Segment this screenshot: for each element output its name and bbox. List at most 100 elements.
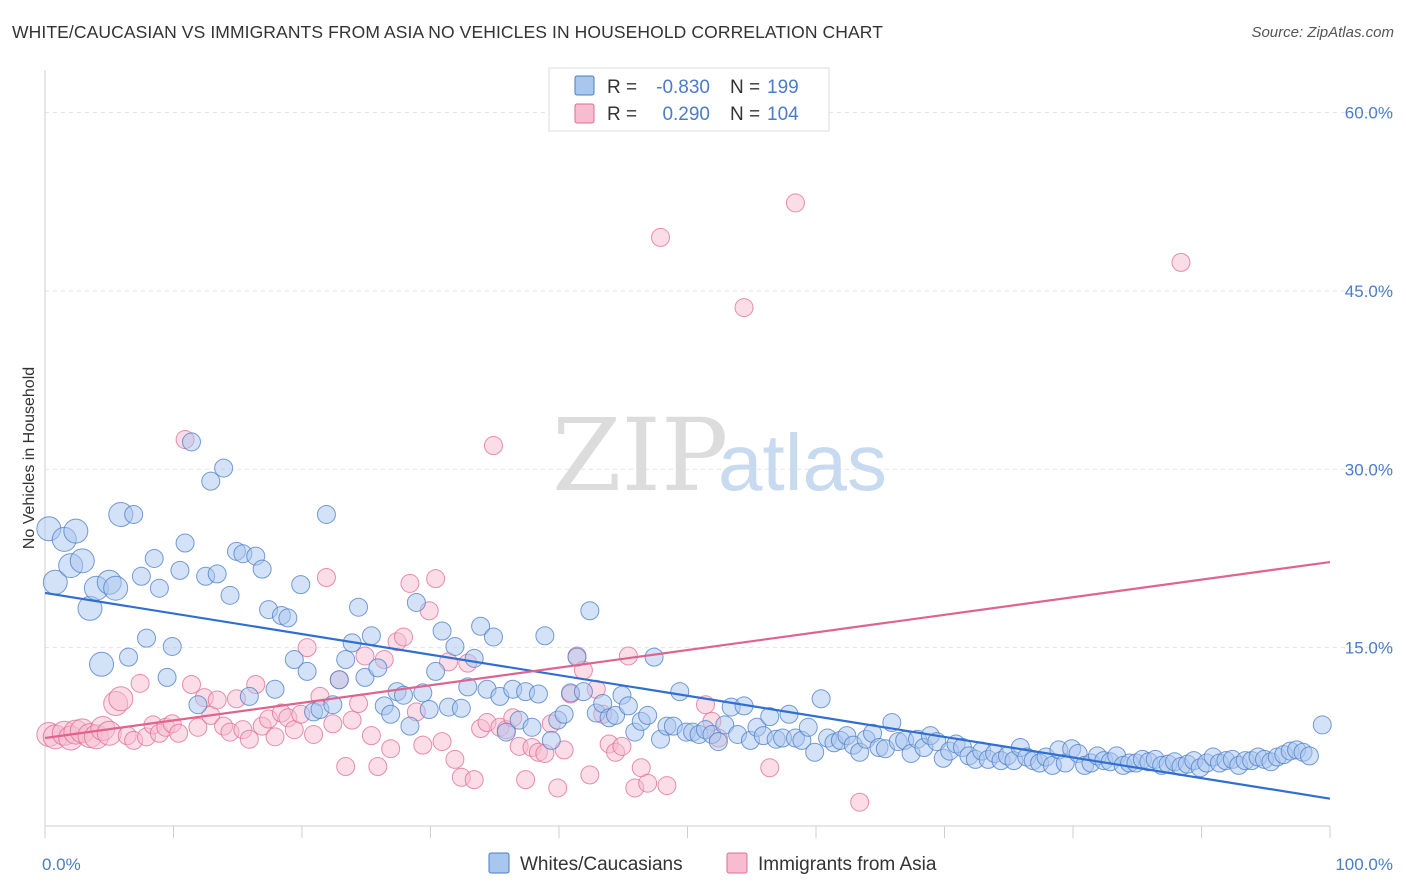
asia-point <box>108 686 134 712</box>
asia-point <box>297 638 317 658</box>
asia-point <box>323 714 343 734</box>
white-point <box>760 707 780 727</box>
asia-point <box>304 724 324 744</box>
white-point <box>413 683 433 703</box>
asia-point <box>734 298 754 318</box>
chart-title: WHITE/CAUCASIAN VS IMMIGRANTS FROM ASIA … <box>12 22 884 42</box>
white-point <box>426 661 446 681</box>
asia-point <box>850 792 870 812</box>
y-tick-label-30: 30.0% <box>1345 460 1393 479</box>
white-point <box>811 689 831 709</box>
asia-point <box>349 694 369 714</box>
y-tick-labels: 15.0% 30.0% 45.0% 60.0% <box>1345 104 1393 658</box>
watermark-atlas: atlas <box>718 418 887 507</box>
white-point <box>638 705 658 725</box>
white-point <box>606 705 626 725</box>
white-point <box>252 559 272 579</box>
white-point <box>471 616 491 636</box>
asia-point <box>96 720 122 746</box>
gridlines <box>45 112 1395 649</box>
asia-point <box>316 567 336 587</box>
white-point <box>541 730 561 750</box>
white-point <box>162 636 182 656</box>
white-point <box>805 742 825 762</box>
bottom-legend-label-blue: Whites/Caucasians <box>520 854 683 875</box>
asia-point <box>612 736 632 756</box>
asia-point <box>483 436 503 455</box>
y-tick-label-60: 60.0% <box>1345 104 1393 123</box>
white-point <box>265 679 285 699</box>
asia-point <box>342 710 362 730</box>
white-point <box>188 695 208 715</box>
white-point <box>464 648 484 668</box>
trend-lines <box>44 560 1331 800</box>
white-point <box>458 677 478 697</box>
asia-point <box>657 776 677 796</box>
white-point <box>181 432 201 452</box>
asia-point <box>554 740 574 760</box>
bottom-legend: Whites/Caucasians Immigrants from Asia <box>488 852 937 875</box>
x-tick-label-max: 100.0% <box>1335 855 1393 874</box>
asia-point <box>651 227 671 247</box>
white-point <box>316 504 336 524</box>
white-point <box>715 715 735 735</box>
asia-point <box>381 739 401 759</box>
asia-point <box>760 758 780 778</box>
asia-point <box>188 717 208 737</box>
white-point <box>220 585 240 605</box>
asia-point <box>413 735 433 755</box>
asia-point <box>361 726 381 746</box>
legend-n-label-pink: N = <box>730 104 760 125</box>
asia-point <box>207 690 227 710</box>
white-point <box>175 533 195 553</box>
x-ticks <box>44 826 1331 838</box>
asia-point <box>580 765 600 785</box>
white-point <box>278 608 298 628</box>
white-point <box>368 658 388 678</box>
asia-point <box>1171 252 1191 272</box>
asia-point <box>426 569 446 589</box>
asia-point <box>432 732 452 752</box>
series-whites-caucasians <box>36 432 1332 778</box>
asia-point <box>516 770 536 790</box>
white-point <box>201 471 221 491</box>
white-point <box>394 685 414 705</box>
legend-frame <box>548 67 830 132</box>
white-point <box>670 682 690 702</box>
white-point <box>291 575 311 595</box>
white-point <box>361 626 381 646</box>
white-point <box>644 647 664 667</box>
white-point <box>406 592 426 612</box>
legend-n-value-blue: 199 <box>767 77 799 98</box>
legend-r-label-blue: R = <box>607 77 637 98</box>
white-point <box>355 667 375 687</box>
white-point <box>451 698 471 718</box>
legend-swatch-pink <box>574 103 595 124</box>
white-point <box>522 717 542 737</box>
asia-point <box>400 573 420 593</box>
asia-point <box>265 727 285 747</box>
white-point <box>1312 715 1332 735</box>
trend-line-whites <box>44 591 1331 800</box>
white-point <box>119 647 139 667</box>
y-tick-label-15: 15.0% <box>1345 639 1393 658</box>
legend-r-label-pink: R = <box>607 104 637 125</box>
white-point <box>144 548 164 568</box>
legend-n-value-pink: 104 <box>767 104 799 125</box>
white-point <box>400 716 420 736</box>
trend-line-asia <box>44 560 1331 740</box>
asia-point <box>130 673 150 693</box>
legend-swatch-blue <box>574 75 595 96</box>
white-point <box>535 626 555 646</box>
asia-point <box>785 193 805 213</box>
asia-point <box>464 770 484 790</box>
asia-point <box>368 757 388 777</box>
white-point <box>779 704 799 724</box>
source-label: Source: ZipAtlas.com <box>1251 24 1394 41</box>
asia-point <box>169 723 189 743</box>
white-point <box>329 670 349 690</box>
white-point <box>63 518 89 544</box>
white-point <box>297 661 317 681</box>
white-point <box>580 601 600 621</box>
